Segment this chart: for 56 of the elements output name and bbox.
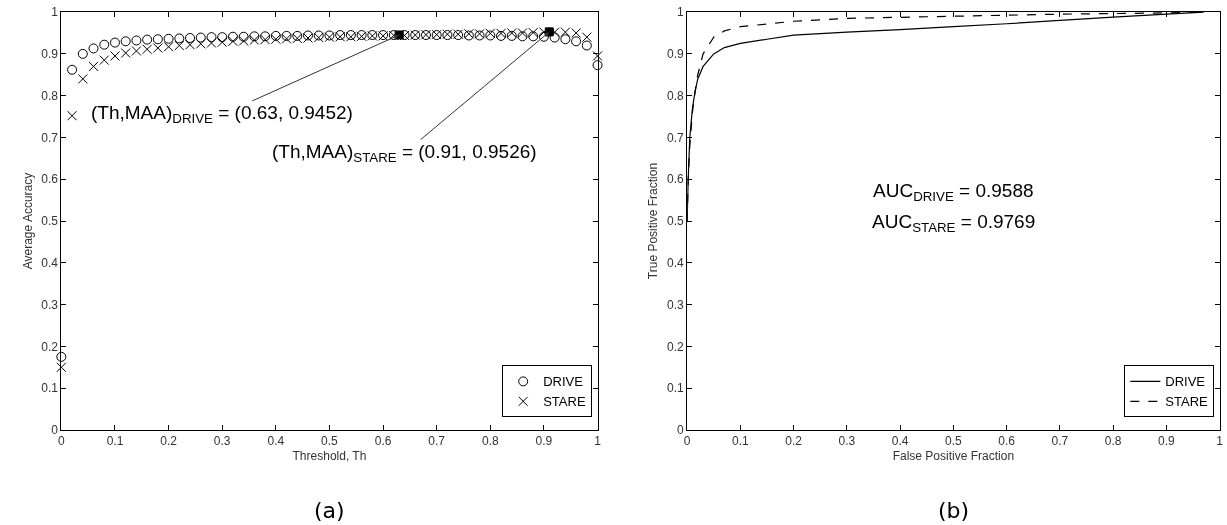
y-tick-label: 0.5 [41,214,59,229]
legend-label: DRIVE [1165,374,1206,390]
x-tick-label: 0.9 [535,434,553,449]
x-tick-label: 0.1 [106,434,124,449]
y-tick-label: 0.6 [41,172,59,187]
y-tick-label: 1 [677,5,685,20]
x-axis-title: Threshold, Th [292,449,367,464]
y-tick-label: 0.6 [667,172,685,187]
y-tick-label: 0.9 [41,47,59,62]
x-tick-label: 0.5 [945,434,963,449]
y-tick-label: 0.9 [667,47,685,62]
annotation: (Th,MAA)$_{STARE}$ = (0.91, 0.9526) [272,141,537,165]
x-tick-label: 0.8 [1104,434,1122,449]
y-tick-label: 0.1 [667,381,685,396]
y-tick-label: 0.5 [667,214,685,229]
y-tick-label: 0.4 [41,256,59,271]
legend-label: STARE [543,394,586,410]
y-tick-label: 0.7 [41,130,59,145]
x-tick-label: 1 [1216,434,1224,449]
y-tick-label: 0.7 [667,130,685,145]
x-tick-label: 0.8 [481,434,499,449]
annotation: (Th,MAA)$_{DRIVE}$ = (0.63, 0.9452) [91,102,353,126]
y-tick-label: 0.8 [667,88,685,103]
x-tick-label: 0.5 [321,434,339,449]
y-tick-label: 0.3 [41,297,59,312]
x-tick-label: 0.6 [998,434,1016,449]
annotation: AUC$_{DRIVE}$ = 0.9588 [873,180,1034,204]
y-tick-label: 0.8 [41,88,59,103]
x-tick-label: 0.3 [838,434,856,449]
y-axis-title: Average Accuracy [20,172,35,270]
x-tick-label: 0.9 [1158,434,1176,449]
x-tick-label: 0.6 [374,434,392,449]
y-tick-label: 1 [51,5,59,20]
text: (b) [938,498,970,523]
annotation: AUC$_{STARE}$ = 0.9769 [872,211,1036,235]
x-tick-label: 0.4 [891,434,909,449]
y-tick-label: 0 [677,423,685,438]
y-tick-label: 0.3 [667,297,685,312]
x-tick-label: 0.7 [1051,434,1069,449]
y-tick-label: 0.1 [41,381,59,396]
y-axis-title: True Positive Fraction [646,162,661,280]
text: (a) [314,498,345,523]
x-tick-label: 0.4 [267,434,285,449]
x-tick-label: 0.7 [428,434,446,449]
legend-label: DRIVE [543,374,584,390]
x-tick-label: 0.1 [732,434,750,449]
x-tick-label: 1 [594,434,602,449]
x-tick-label: 0.3 [213,434,231,449]
x-axis-title: False Positive Fraction [892,449,1015,464]
legend-label: STARE [1165,394,1209,410]
x-tick-label: 0.2 [160,434,178,449]
x-tick-label: 0.2 [785,434,803,449]
y-tick-label: 0.2 [667,339,685,354]
y-tick-label: 0.4 [667,256,685,271]
y-tick-label: 0 [51,423,59,438]
y-tick-label: 0.2 [41,339,59,354]
